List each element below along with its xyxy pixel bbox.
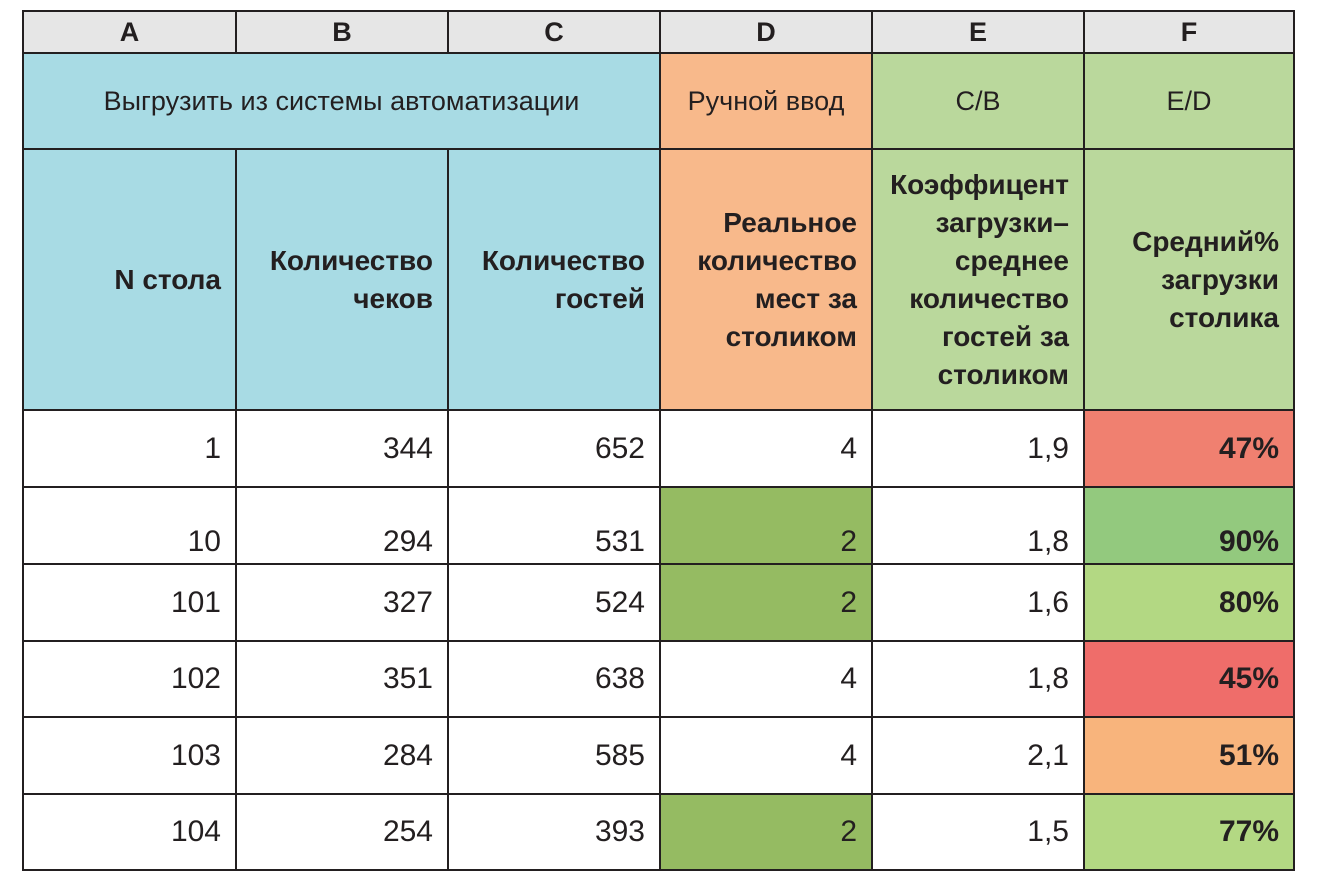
grid-line — [24, 52, 1293, 54]
cell-table-number[interactable]: 1 — [204, 431, 221, 465]
header-guests-count[interactable]: Количество гостей — [449, 150, 659, 409]
export-band-cell[interactable]: Выгрузить из системы автоматизации — [24, 54, 659, 148]
header-line: N стола — [114, 263, 221, 295]
cell-guests[interactable]: 638 — [594, 662, 645, 695]
cell-table-number[interactable]: 104 — [170, 815, 221, 848]
header-line: Коэффицент — [890, 168, 1069, 200]
header-checks-count[interactable]: Количество чеков — [237, 150, 447, 409]
grid-line — [235, 148, 237, 869]
cell-checks[interactable]: 344 — [382, 431, 433, 465]
cell-ratio[interactable]: 1,8 — [1027, 662, 1069, 695]
header-line: загрузки– — [935, 206, 1069, 238]
manual-band-cell[interactable]: Ручной ввод — [661, 54, 871, 148]
grid-line — [659, 12, 661, 869]
header-real-seats[interactable]: Реальное количество мест за столиком — [661, 150, 871, 409]
grid-line — [235, 12, 237, 52]
cell-checks[interactable]: 294 — [382, 525, 433, 558]
cell-ratio[interactable]: 1,6 — [1027, 585, 1069, 619]
column-header-b[interactable]: B — [237, 12, 447, 52]
cell-load-percent[interactable]: 51% — [1085, 718, 1293, 793]
cell-seats[interactable]: 2 — [661, 488, 871, 563]
grid-line — [24, 716, 1293, 718]
cell-load-percent[interactable]: 47% — [1085, 411, 1293, 486]
grid-line — [24, 409, 1293, 411]
header-line: Средний% — [1132, 225, 1279, 257]
header-line: столика — [1169, 301, 1279, 333]
f-formula-band-cell[interactable]: E/D — [1085, 54, 1293, 148]
header-line: Количество — [481, 244, 645, 276]
header-line: среднее — [954, 244, 1069, 276]
cell-guests[interactable]: 652 — [594, 431, 645, 465]
header-line: количество — [909, 282, 1069, 314]
header-line: гостей — [554, 282, 645, 314]
spreadsheet: A B C D E F Выгрузить из системы автомат… — [22, 10, 1295, 871]
column-header-f[interactable]: F — [1085, 12, 1293, 52]
cell-seats[interactable]: 4 — [840, 662, 857, 695]
column-header-c[interactable]: C — [449, 12, 659, 52]
header-line: гостей за — [942, 320, 1069, 352]
cell-checks[interactable]: 284 — [382, 738, 433, 772]
grid-line — [24, 793, 1293, 795]
cell-load-percent[interactable]: 80% — [1085, 565, 1293, 640]
column-header-e[interactable]: E — [873, 12, 1083, 52]
cell-ratio[interactable]: 1,8 — [1027, 525, 1069, 558]
cell-table-number[interactable]: 102 — [170, 662, 221, 695]
cell-ratio[interactable]: 1,5 — [1027, 815, 1069, 848]
header-line: Количество — [269, 244, 433, 276]
e-formula-band-cell[interactable]: C/B — [873, 54, 1083, 148]
header-line: загрузки — [1161, 263, 1279, 295]
cell-guests[interactable]: 524 — [594, 585, 645, 619]
cell-seats[interactable]: 2 — [661, 565, 871, 640]
column-header-d[interactable]: D — [661, 12, 871, 52]
cell-load-percent[interactable]: 90% — [1085, 488, 1293, 563]
cell-table-number[interactable]: 10 — [187, 525, 221, 558]
cell-checks[interactable]: 254 — [382, 815, 433, 848]
header-line: Реальное — [723, 206, 857, 238]
cell-table-number[interactable]: 103 — [170, 738, 221, 772]
column-header-a[interactable]: A — [24, 12, 235, 52]
header-line: столиком — [937, 358, 1069, 390]
grid-line — [24, 640, 1293, 642]
cell-ratio[interactable]: 2,1 — [1027, 738, 1069, 772]
cell-seats[interactable]: 4 — [840, 431, 857, 465]
cell-guests[interactable]: 393 — [594, 815, 645, 848]
cell-table-number[interactable]: 101 — [170, 585, 221, 619]
cell-ratio[interactable]: 1,9 — [1027, 431, 1069, 465]
cell-seats[interactable]: 2 — [661, 795, 871, 869]
header-average-load-percent[interactable]: Средний% загрузки столика — [1085, 150, 1293, 409]
grid-line — [447, 148, 449, 869]
cell-checks[interactable]: 351 — [382, 662, 433, 695]
header-line: количество — [697, 244, 857, 276]
cell-checks[interactable]: 327 — [382, 585, 433, 619]
cell-guests[interactable]: 531 — [594, 525, 645, 558]
cell-seats[interactable]: 4 — [840, 738, 857, 772]
grid-line — [871, 12, 873, 869]
grid-line — [24, 148, 1293, 150]
header-line: мест за — [754, 282, 857, 314]
header-load-coefficient[interactable]: Коэффицент загрузки– среднее количество … — [873, 150, 1083, 409]
cell-load-percent[interactable]: 77% — [1085, 795, 1293, 869]
cell-guests[interactable]: 585 — [594, 738, 645, 772]
header-line: столиком — [725, 320, 857, 352]
grid-line — [24, 563, 1293, 565]
header-table-number[interactable]: N стола — [24, 150, 235, 409]
header-line: чеков — [353, 282, 433, 314]
grid-line — [24, 486, 1293, 488]
cell-load-percent[interactable]: 45% — [1085, 642, 1293, 716]
grid-line — [1083, 12, 1085, 869]
grid-line — [447, 12, 449, 52]
